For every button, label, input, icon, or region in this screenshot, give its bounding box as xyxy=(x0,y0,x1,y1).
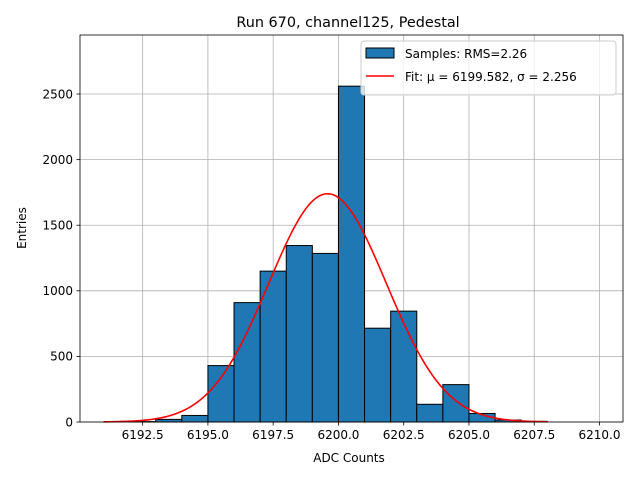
legend-histogram-swatch xyxy=(365,47,395,59)
histogram-bar xyxy=(337,85,366,423)
histogram-bar xyxy=(364,327,392,423)
x-tick-label: 6210.0 xyxy=(579,428,621,442)
histogram-bars xyxy=(129,85,548,423)
histogram-bar xyxy=(233,302,261,423)
histogram-bar xyxy=(390,310,418,423)
x-tick-label: 6197.5 xyxy=(252,428,294,442)
x-tick-label: 6195.0 xyxy=(187,428,229,442)
legend: Samples: RMS=2.26 Fit: μ = 6199.582, σ =… xyxy=(360,40,617,96)
y-tick-label: 2500 xyxy=(42,87,73,101)
x-tick-label: 6205.0 xyxy=(448,428,490,442)
legend-fit-label: Fit: μ = 6199.582, σ = 2.256 xyxy=(405,70,577,84)
legend-histogram-label: Samples: RMS=2.26 xyxy=(405,47,527,61)
x-tick-label: 6200.0 xyxy=(317,428,359,442)
y-tick-label: 1000 xyxy=(42,284,73,298)
y-axis-ticks: 0 500 1000 1500 2000 2500 xyxy=(42,87,80,429)
histogram-bar xyxy=(416,403,444,423)
x-axis-label: ADC Counts xyxy=(313,451,385,465)
y-tick-label: 0 xyxy=(65,415,73,429)
y-axis-label: Entries xyxy=(15,207,29,249)
y-tick-label: 2000 xyxy=(42,153,73,167)
histogram-bar xyxy=(259,270,287,423)
histogram-bar xyxy=(442,384,470,423)
legend-box xyxy=(360,40,617,96)
histogram-bar xyxy=(311,252,339,423)
y-tick-label: 500 xyxy=(50,350,73,364)
gaussian-fit-curve xyxy=(103,192,548,423)
histogram-bar xyxy=(207,365,235,423)
plot-frame xyxy=(79,34,624,423)
x-tick-label: 6202.5 xyxy=(383,428,425,442)
x-tick-label: 6192.5 xyxy=(122,428,164,442)
x-tick-label: 6207.5 xyxy=(513,428,555,442)
histogram-bar xyxy=(285,245,313,423)
chart-title: Run 670, channel125, Pedestal xyxy=(236,15,459,31)
x-axis-ticks: 6192.5 6195.0 6197.5 6200.0 6202.5 6205.0 6207… xyxy=(122,422,621,442)
fit-curve-group xyxy=(103,192,548,423)
y-tick-label: 1500 xyxy=(42,219,73,233)
histogram-bar xyxy=(181,414,209,423)
